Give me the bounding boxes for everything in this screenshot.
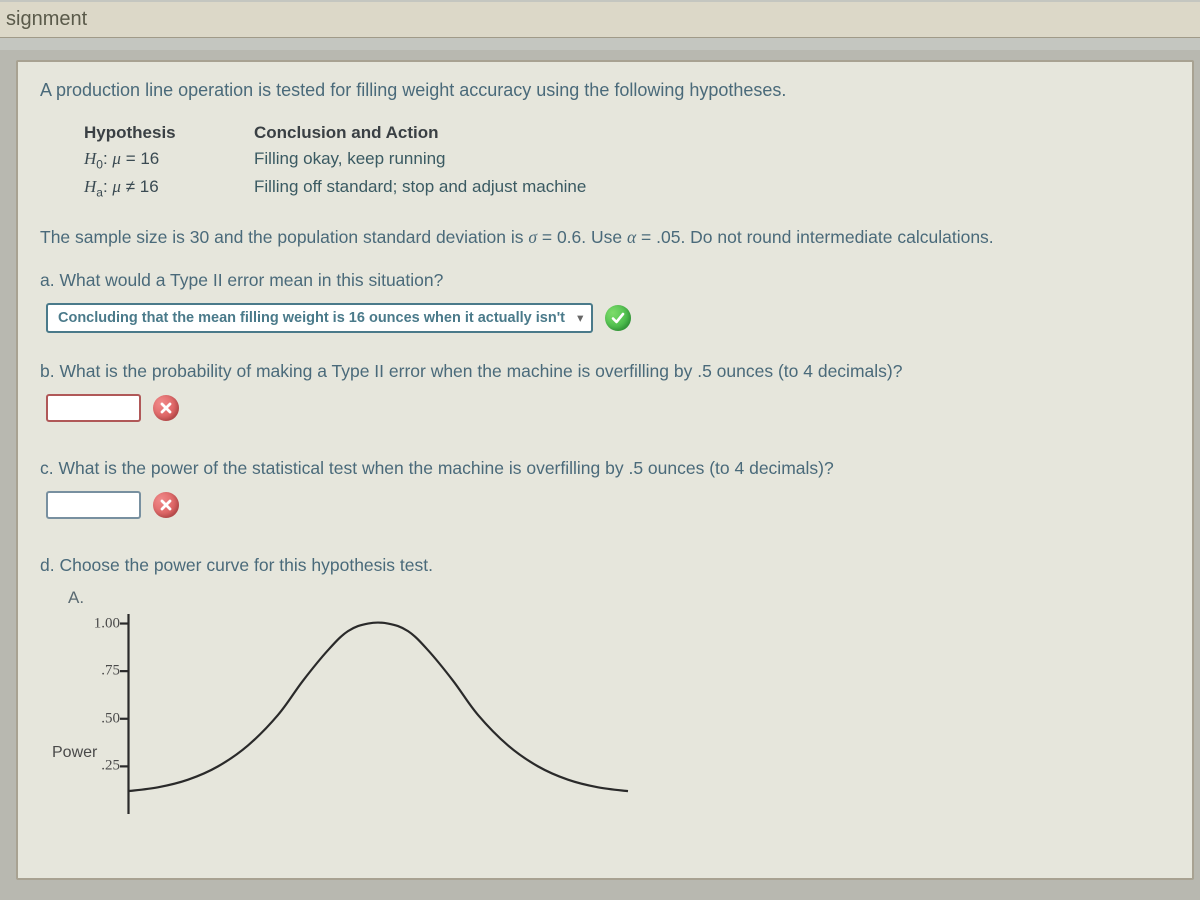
context-text-3: = .05. Do not round intermediate calcula… xyxy=(636,227,994,247)
question-a-selected-text: Concluding that the mean filling weight … xyxy=(58,310,565,326)
question-d-prompt: d. Choose the power curve for this hypot… xyxy=(40,555,1178,576)
ha-conclusion: Filling off standard; stop and adjust ma… xyxy=(254,177,586,199)
context-text-1: The sample size is 30 and the population… xyxy=(40,227,528,247)
sigma-symbol: σ xyxy=(528,227,537,247)
y-tick-label: .50 xyxy=(101,710,120,727)
checkmark-icon xyxy=(605,305,631,331)
y-tick-label: 1.00 xyxy=(94,615,120,632)
x-mark-icon xyxy=(153,395,179,421)
ha-letter: H xyxy=(84,177,96,196)
context-text-2: = 0.6. Use xyxy=(537,227,627,247)
y-tick-label: .25 xyxy=(101,758,120,775)
ha-cell: Ha: μ ≠ 16 xyxy=(84,177,254,199)
power-curve-chart: Power 1.00.75.50.25 xyxy=(128,614,688,824)
h0-cell: H0: μ = 16 xyxy=(84,149,254,171)
question-a-prompt: a. What would a Type II error mean in th… xyxy=(40,270,1178,291)
tab-title: signment xyxy=(0,2,97,33)
question-a-select[interactable]: Concluding that the mean filling weight … xyxy=(46,303,593,333)
y-tick-label: .75 xyxy=(101,663,120,680)
h0-sub: 0 xyxy=(96,157,103,171)
question-frame: A production line operation is tested fo… xyxy=(16,60,1194,880)
problem-intro: A production line operation is tested fo… xyxy=(40,80,1178,101)
table-row: Ha: μ ≠ 16 Filling off standard; stop an… xyxy=(84,177,1178,199)
h0-letter: H xyxy=(84,149,96,168)
window-chrome: signment xyxy=(0,0,1200,50)
question-b-prompt: b. What is the probability of making a T… xyxy=(40,361,1178,382)
option-letter: A. xyxy=(68,588,1178,608)
x-mark-icon xyxy=(153,492,179,518)
power-curve-option[interactable]: A. Power 1.00.75.50.25 xyxy=(68,588,1178,824)
question-a-answer-row: Concluding that the mean filling weight … xyxy=(46,303,1178,333)
context-line: The sample size is 30 and the population… xyxy=(40,224,1178,250)
question-c-input[interactable] xyxy=(46,491,141,519)
mu-symbol: μ xyxy=(112,177,121,196)
ha-value: ≠ 16 xyxy=(121,177,159,196)
h0-conclusion: Filling okay, keep running xyxy=(254,149,446,171)
y-axis-label: Power xyxy=(52,744,97,762)
alpha-symbol: α xyxy=(627,227,636,247)
table-row: H0: μ = 16 Filling okay, keep running xyxy=(84,149,1178,171)
power-curve-svg xyxy=(119,614,628,814)
col-header-hypothesis: Hypothesis xyxy=(84,123,254,143)
tab-strip: signment xyxy=(0,2,1200,38)
mu-symbol: μ xyxy=(112,149,121,168)
col-header-conclusion: Conclusion and Action xyxy=(254,123,438,143)
table-header-row: Hypothesis Conclusion and Action xyxy=(84,123,1178,143)
ha-colon: : xyxy=(103,177,112,196)
question-b-input[interactable] xyxy=(46,394,141,422)
h0-colon: : xyxy=(103,149,112,168)
ha-sub: a xyxy=(96,186,103,200)
chevron-down-icon: ▾ xyxy=(577,312,583,325)
question-b-answer-row xyxy=(46,394,1178,422)
question-c-prompt: c. What is the power of the statistical … xyxy=(40,458,1178,479)
question-c-answer-row xyxy=(46,491,1178,519)
h0-value: = 16 xyxy=(121,149,159,168)
hypothesis-table: Hypothesis Conclusion and Action H0: μ =… xyxy=(84,123,1178,200)
